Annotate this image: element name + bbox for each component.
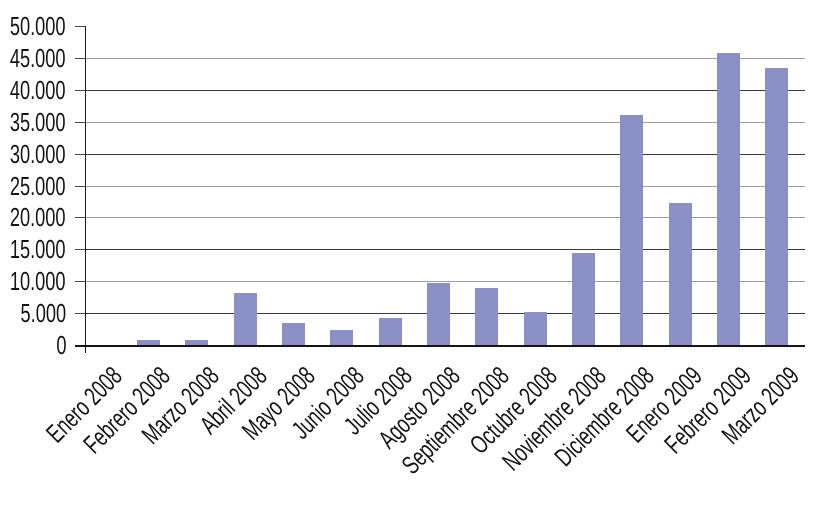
y-axis-tick: [75, 26, 85, 27]
bar: [233, 292, 257, 345]
y-tick-label-text: 50.000: [10, 11, 66, 41]
y-tick-label: 25.000: [0, 173, 66, 199]
gridline: [86, 186, 805, 187]
y-tick-label-text: 30.000: [10, 139, 66, 169]
x-axis: [75, 345, 805, 347]
bar: [475, 288, 499, 345]
y-axis: [85, 26, 86, 353]
y-axis-tick: [75, 281, 85, 282]
bar: [620, 115, 644, 345]
bar: [523, 311, 547, 345]
bar: [765, 68, 789, 345]
y-axis-tick: [75, 154, 85, 155]
y-tick-label: 10.000: [0, 268, 66, 294]
y-tick-label-text: 15.000: [10, 234, 66, 264]
y-axis-tick: [75, 249, 85, 250]
y-tick-label-text: 25.000: [10, 171, 66, 201]
gridline: [86, 154, 805, 155]
y-axis-tick: [75, 186, 85, 187]
y-tick-label: 30.000: [0, 141, 66, 167]
y-tick-label: 35.000: [0, 109, 66, 135]
y-axis-tick: [75, 58, 85, 59]
gridline: [86, 249, 805, 250]
y-tick-label-text: 5.000: [20, 298, 66, 328]
y-tick-label-text: 0: [55, 330, 66, 360]
y-tick-label-text: 10.000: [10, 266, 66, 296]
y-axis-tick: [75, 313, 85, 314]
y-tick-label: 0: [52, 332, 66, 358]
y-tick-label: 40.000: [0, 77, 66, 103]
bar: [426, 283, 450, 345]
y-tick-label: 50.000: [0, 13, 66, 39]
gridline: [86, 122, 805, 123]
bar-chart: 0 5.000 10.000 15.000 20.000 25.000 30.000 35.0…: [0, 13, 805, 480]
bar: [281, 322, 305, 345]
bar: [136, 339, 160, 345]
y-tick-label-text: 35.000: [10, 107, 66, 137]
y-tick-label: 45.000: [0, 45, 66, 71]
bar: [330, 329, 354, 345]
y-axis-tick: [75, 90, 85, 91]
bar: [572, 253, 595, 345]
bar: [378, 317, 402, 345]
gridline: [86, 58, 805, 59]
y-axis-tick: [75, 122, 85, 123]
y-axis-tick: [75, 217, 85, 218]
y-tick-label-text: 45.000: [10, 43, 66, 73]
bar: [668, 202, 692, 345]
y-tick-label: 15.000: [0, 236, 66, 262]
y-tick-label: 5.000: [1, 300, 66, 326]
y-tick-label-text: 20.000: [10, 202, 66, 232]
gridline: [86, 90, 805, 91]
y-tick-label-text: 40.000: [10, 75, 66, 105]
gridline: [86, 281, 805, 282]
y-tick-label: 20.000: [0, 204, 66, 230]
bar: [185, 339, 209, 345]
gridline: [86, 217, 805, 218]
bar: [717, 52, 741, 345]
